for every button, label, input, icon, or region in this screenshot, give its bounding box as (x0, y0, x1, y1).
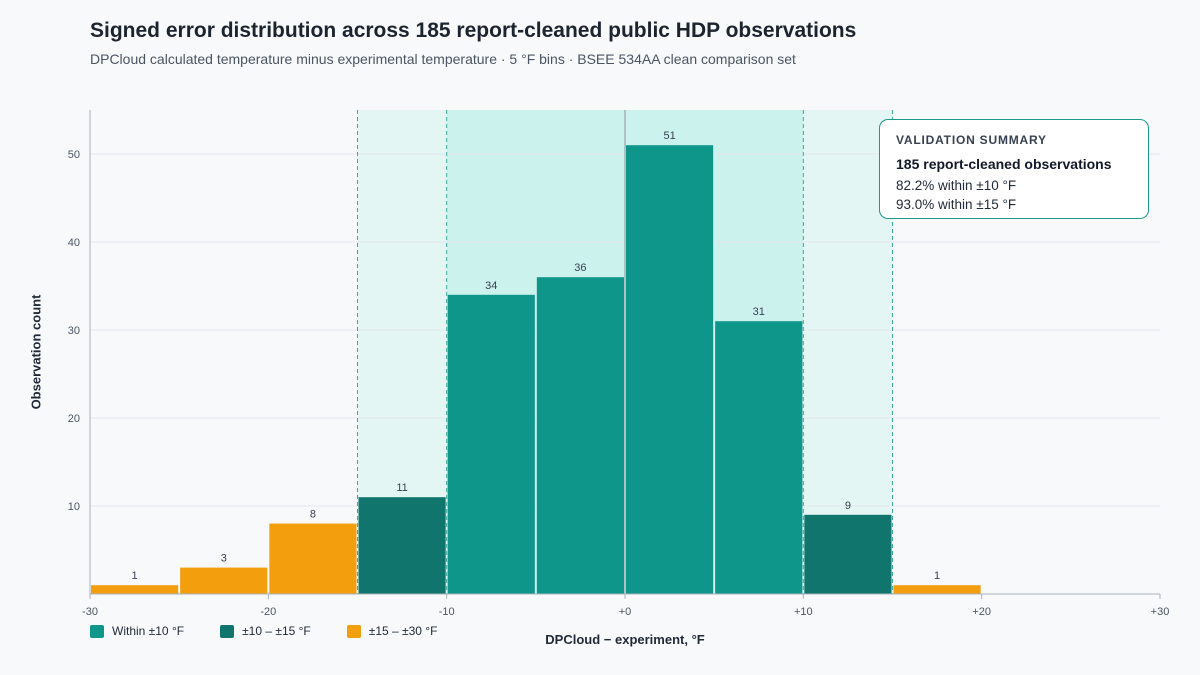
bar (715, 321, 803, 594)
bar-value-label: 1 (132, 570, 138, 582)
legend-item-within-10: Within ±10 °F (90, 624, 184, 638)
bar (269, 523, 357, 594)
summary-count: 185 report-cleaned observations (896, 156, 1112, 172)
chart-title: Signed error distribution across 185 rep… (90, 19, 857, 42)
x-tick-label: -30 (82, 606, 98, 618)
bar-value-label: 1 (934, 570, 940, 582)
validation-summary-card: VALIDATION SUMMARY 185 report-cleaned ob… (879, 119, 1149, 219)
chart-subtitle: DPCloud calculated temperature minus exp… (90, 51, 796, 67)
bar (893, 585, 981, 594)
x-tick-label: -10 (439, 606, 455, 618)
bar-value-label: 3 (221, 553, 227, 565)
bar-value-label: 34 (485, 280, 497, 292)
chart-legend: Within ±10 °F ±10 – ±15 °F ±15 – ±30 °F (90, 624, 473, 638)
legend-label-10-15: ±10 – ±15 °F (242, 624, 311, 638)
legend-label-within-10: Within ±10 °F (112, 624, 185, 638)
bar-value-label: 36 (574, 262, 586, 274)
x-tick-label: +0 (619, 606, 632, 618)
x-tick-label: +30 (1151, 606, 1170, 618)
bar-value-label: 31 (753, 306, 765, 318)
bar-value-label: 11 (396, 482, 407, 494)
legend-swatch-15-30 (346, 624, 361, 638)
legend-swatch-10-15 (220, 624, 235, 638)
bar-value-label: 8 (310, 509, 316, 521)
legend-swatch-within-10 (90, 624, 104, 638)
bar (180, 567, 268, 594)
y-tick-label: 10 (68, 501, 80, 513)
bar (626, 145, 714, 594)
x-axis-label: DPCloud − experiment, °F (545, 632, 705, 647)
x-tick-label: -20 (260, 606, 276, 618)
y-tick-label: 50 (68, 149, 80, 161)
bar-value-label: 9 (845, 500, 851, 512)
y-axis-label: Observation count (28, 294, 44, 410)
summary-within-10: 82.2% within ±10 °F (896, 178, 1017, 193)
legend-label-15-30: ±15 – ±30 °F (368, 624, 438, 638)
bar (91, 585, 179, 594)
legend-item-15-30: ±15 – ±30 °F (346, 624, 438, 638)
y-tick-label: 20 (68, 413, 80, 425)
x-tick-label: +10 (794, 606, 813, 618)
x-tick-label: +20 (972, 606, 991, 618)
y-tick-label: 30 (68, 325, 80, 337)
bar-value-label: 51 (663, 130, 675, 142)
y-tick-label: 40 (68, 237, 80, 249)
summary-within-15: 93.0% within ±15 °F (896, 197, 1017, 212)
bar (358, 497, 446, 594)
bar (536, 277, 624, 594)
bar (447, 294, 535, 594)
legend-item-10-15: ±10 – ±15 °F (220, 624, 311, 638)
summary-heading: VALIDATION SUMMARY (896, 133, 1047, 147)
bar (804, 514, 892, 594)
